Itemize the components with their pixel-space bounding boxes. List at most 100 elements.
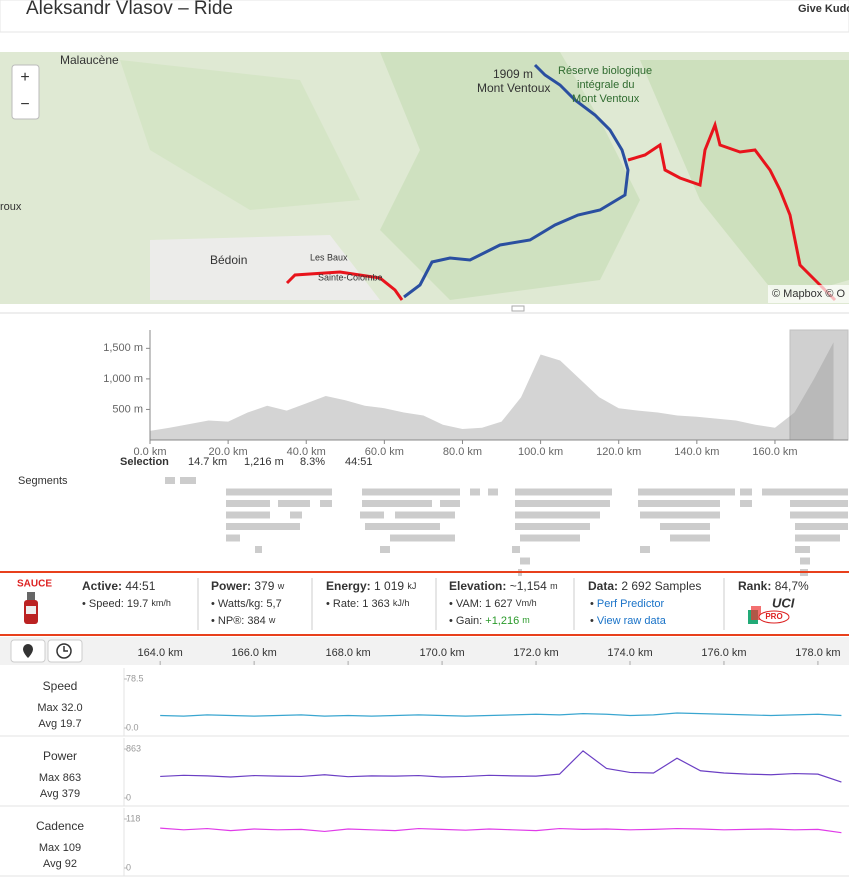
stat: • Watts/kg: 5,7 — [211, 598, 282, 610]
segment-bar — [795, 546, 810, 553]
zoom-control — [11, 64, 40, 120]
segment-bar — [660, 523, 710, 530]
y-tick-label: 118 — [126, 813, 140, 823]
segment-bar — [362, 488, 460, 496]
segment-bar — [800, 557, 810, 565]
segment-bar — [640, 546, 650, 553]
segment-bar — [278, 500, 310, 507]
row-avg: Avg 379 — [40, 788, 80, 800]
stream-line — [160, 712, 842, 717]
stat: Power: 379 w — [211, 579, 285, 593]
selection-grade: 8.3% — [300, 456, 325, 468]
segment-bar — [226, 511, 270, 519]
selection-time: 44:51 — [345, 456, 373, 468]
segment-bar — [638, 500, 720, 507]
segment-bar — [365, 523, 440, 530]
segment-bar — [515, 488, 612, 496]
segment-bar — [320, 500, 332, 507]
segment-bar — [515, 511, 600, 519]
x-tick-label: 172.0 km — [513, 647, 558, 659]
x-tick-label: 100.0 km — [518, 446, 563, 458]
attribution-bg — [768, 285, 849, 303]
y-tick-label: 863 — [126, 743, 141, 753]
y-tick-label: 1,000 m — [103, 373, 143, 385]
x-tick-label: 140.0 km — [674, 446, 719, 458]
stat: Data: 2 692 Samples — [588, 579, 701, 593]
segments[interactable] — [165, 477, 848, 576]
map-label: intégrale du — [577, 79, 635, 91]
row-name: Power — [43, 749, 77, 763]
stat: Rank: 84,7% — [738, 579, 809, 593]
elevation-area — [150, 342, 834, 440]
segment-bar — [226, 500, 270, 507]
svg-text:PRO: PRO — [765, 612, 782, 621]
zoom-out[interactable]: − — [20, 96, 29, 113]
stat: • VAM: 1 627 Vm/h — [449, 598, 537, 610]
segment-bar — [790, 511, 848, 519]
row-name: Cadence — [36, 819, 84, 833]
x-tick-label: 170.0 km — [419, 647, 464, 659]
stat: Energy: 1 019 kJ — [326, 579, 416, 593]
stat-link[interactable]: • View raw data — [590, 615, 667, 627]
brand: SAUCE — [17, 579, 52, 590]
map-town-area — [150, 235, 380, 300]
row-max: Max 109 — [39, 842, 81, 854]
stream-line — [160, 750, 842, 783]
map[interactable]: + − Malaucène 1909 m Mont Ventoux Réserv… — [0, 52, 849, 304]
uci-badge: UCI PRO — [748, 595, 795, 624]
x-tick-label: 160.0 km — [752, 446, 797, 458]
resize-handle[interactable] — [511, 305, 525, 312]
x-tick-label: 60.0 km — [365, 446, 404, 458]
x-tick-label: 120.0 km — [596, 446, 641, 458]
segment-bar — [670, 534, 710, 542]
segment-bar — [165, 477, 175, 484]
segment-bar — [290, 511, 302, 519]
segment-bar — [180, 477, 196, 484]
route-blue — [403, 63, 630, 299]
stat: • Speed: 19.7 km/h — [82, 598, 171, 610]
elevation-chart[interactable]: 500 m 1,000 m 1,500 m 0.0 km 20.0 km 40.0 km 6… — [103, 329, 849, 458]
segment-bar — [470, 488, 480, 496]
x-tick-label: 176.0 km — [701, 647, 746, 659]
x-tick-label: 178.0 km — [795, 647, 840, 659]
segment-bar — [512, 546, 520, 553]
clock-icon — [56, 643, 72, 659]
stat-link[interactable]: • Perf Predictor — [590, 598, 665, 610]
row-max: Max 32.0 — [37, 702, 82, 714]
y-tick-label: 0.0 — [126, 722, 139, 732]
segment-bar — [795, 523, 848, 530]
clock-hands — [63, 646, 68, 652]
segment-bar — [226, 523, 300, 530]
selection-overlay — [789, 329, 849, 441]
map-label: roux — [0, 201, 22, 213]
segment-bar — [640, 511, 720, 519]
segment-bar — [638, 488, 735, 496]
x-tick-label: 166.0 km — [232, 647, 277, 659]
segment-bar — [515, 500, 610, 507]
map-label: Les Baux — [310, 252, 348, 262]
segment-bar — [740, 500, 752, 507]
bottle-icon — [24, 592, 38, 624]
x-tick-label: 80.0 km — [443, 446, 482, 458]
map-terrain — [640, 60, 849, 300]
zoom-in[interactable]: + — [20, 69, 29, 86]
segment-bar — [515, 523, 590, 530]
stream-line — [160, 827, 842, 834]
segment-bar — [362, 500, 432, 507]
segment-bar — [790, 500, 848, 507]
row-avg: Avg 19.7 — [38, 718, 81, 730]
row-name: Speed — [43, 679, 78, 693]
map-label: Mont Ventoux — [477, 81, 550, 95]
segment-bar — [520, 534, 580, 542]
kudos-button[interactable]: Give Kudo — [798, 3, 849, 15]
y-tick-label: 78.5 — [126, 673, 144, 683]
svg-text:UCI: UCI — [772, 595, 795, 610]
x-tick-label: 40.0 km — [287, 446, 326, 458]
segment-bar — [488, 488, 498, 496]
row-avg: Avg 92 — [43, 858, 77, 870]
y-tick-label: 0 — [126, 792, 131, 802]
segment-bar — [740, 488, 752, 496]
stream-charts[interactable]: 164.0 km 166.0 km 168.0 km 170.0 km 172.0 km… — [0, 647, 849, 877]
page-title: Aleksandr Vlasov – Ride — [26, 0, 233, 19]
